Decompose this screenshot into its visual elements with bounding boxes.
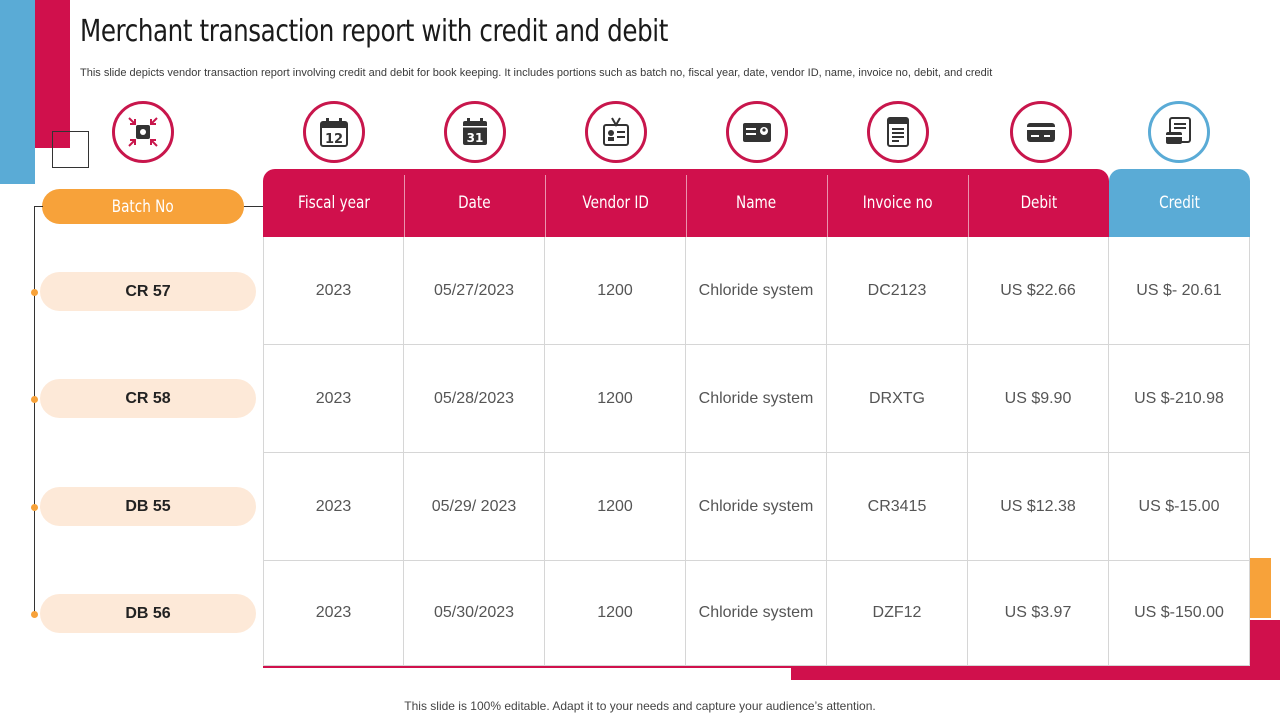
table-cell-name: Chloride system [686, 453, 827, 561]
batch-dot [31, 611, 38, 618]
header-fiscal-year: Fiscal year [297, 193, 370, 213]
table-cell-date: 05/27/2023 [404, 237, 545, 345]
header-separator [545, 175, 546, 237]
table-cell-fiscal-year: 2023 [263, 345, 404, 453]
batch-item: CR 57 [40, 272, 256, 311]
svg-text:31: 31 [467, 131, 484, 145]
table-cell-date: 05/28/2023 [404, 345, 545, 453]
header-credit: Credit [1159, 193, 1200, 213]
receipt-card-icon [1148, 101, 1210, 163]
table-cell-fiscal-year: 2023 [263, 237, 404, 345]
table-cell-credit: US $-210.98 [1109, 345, 1250, 453]
header-debit: Debit [1020, 193, 1057, 213]
table-cell-date: 05/29/ 2023 [404, 453, 545, 561]
decor-orange-block [1250, 558, 1271, 618]
table-cell-fiscal-year: 2023 [263, 561, 404, 666]
table-cell-debit: US $3.97 [968, 561, 1109, 666]
merge-arrows-icon [112, 101, 174, 163]
header-separator [968, 175, 969, 237]
batch-dot [31, 396, 38, 403]
header-name: Name [736, 193, 777, 213]
table-cell-debit: US $9.90 [968, 345, 1109, 453]
table-cell-vendor-id: 1200 [545, 453, 686, 561]
batch-dot [31, 504, 38, 511]
table-cell-name: Chloride system [686, 345, 827, 453]
batch-item: DB 56 [40, 594, 256, 633]
footer-note: This slide is 100% editable. Adapt it to… [404, 699, 876, 713]
page-title: Merchant transaction report with credit … [80, 14, 668, 49]
svg-text:12: 12 [325, 132, 343, 147]
batch-no-header: Batch No [42, 189, 244, 224]
table-cell-debit: US $22.66 [968, 237, 1109, 345]
credit-card-icon [1010, 101, 1072, 163]
batch-connector [244, 206, 264, 207]
table-cell-date: 05/30/2023 [404, 561, 545, 666]
table-cell-invoice-no: DZF12 [827, 561, 968, 666]
calendar-31-icon: 31 [444, 101, 506, 163]
calendar-12-icon: 12 [303, 101, 365, 163]
table-cell-vendor-id: 1200 [545, 561, 686, 666]
header-separator [686, 175, 687, 237]
decor-red-bar [35, 0, 70, 148]
table-cell-name: Chloride system [686, 237, 827, 345]
id-badge-icon [585, 101, 647, 163]
invoice-icon [867, 101, 929, 163]
table-cell-vendor-id: 1200 [545, 237, 686, 345]
table-cell-vendor-id: 1200 [545, 345, 686, 453]
decor-red-bottom-bar [791, 668, 1280, 680]
header-vendor-id: Vendor ID [582, 193, 649, 213]
batch-dot [31, 289, 38, 296]
table-bottom-border [263, 666, 1250, 668]
table-cell-name: Chloride system [686, 561, 827, 666]
batch-timeline [34, 206, 35, 615]
table-cell-invoice-no: DC2123 [827, 237, 968, 345]
table-cell-debit: US $12.38 [968, 453, 1109, 561]
table-cell-invoice-no: CR3415 [827, 453, 968, 561]
batch-item: CR 58 [40, 379, 256, 418]
batch-no-header-label: Batch No [112, 196, 174, 217]
decor-outline-square [52, 131, 89, 168]
page-subtitle: This slide depicts vendor transaction re… [80, 67, 993, 79]
header-date: Date [458, 193, 491, 213]
table-cell-fiscal-year: 2023 [263, 453, 404, 561]
id-card-icon [726, 101, 788, 163]
batch-timeline-tick [34, 206, 43, 207]
header-invoice-no: Invoice no [862, 193, 933, 213]
batch-item: DB 55 [40, 487, 256, 526]
decor-blue-bar [0, 0, 35, 184]
header-separator [404, 175, 405, 237]
table-header-credit-bg [1109, 169, 1250, 237]
table-cell-credit: US $-15.00 [1109, 453, 1250, 561]
table-cell-credit: US $- 20.61 [1109, 237, 1250, 345]
header-separator [827, 175, 828, 237]
table-cell-credit: US $-150.00 [1109, 561, 1250, 666]
table-cell-invoice-no: DRXTG [827, 345, 968, 453]
